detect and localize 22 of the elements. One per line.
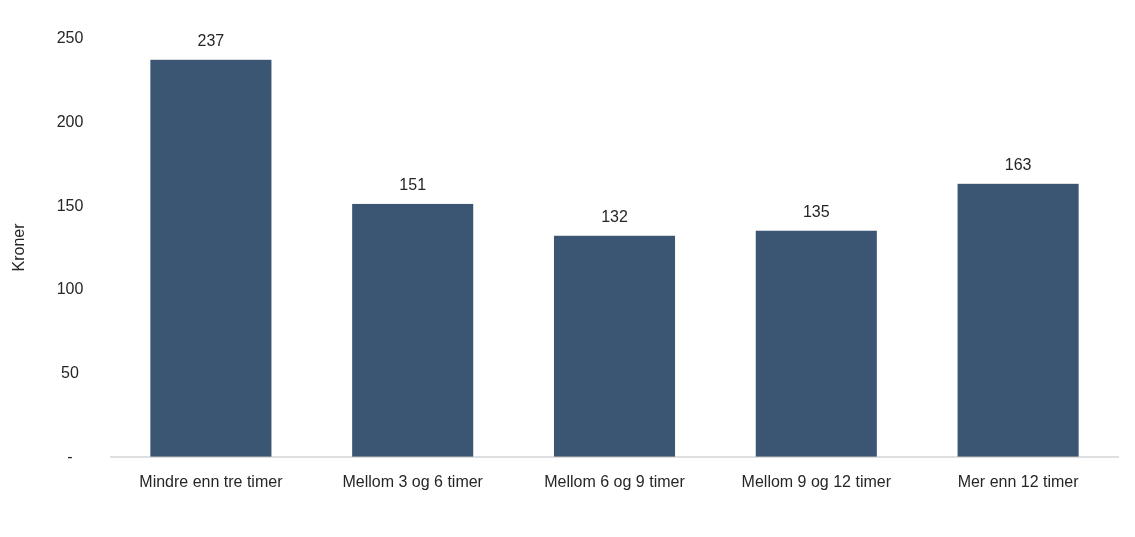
y-tick-label: 200 bbox=[56, 112, 84, 130]
data-label: 135 bbox=[802, 202, 830, 220]
y-tick-label: 250 bbox=[56, 29, 84, 46]
x-tick-label: Mer enn 12 timer bbox=[957, 473, 1080, 490]
y-tick-label: 50 bbox=[61, 364, 79, 382]
bar bbox=[352, 203, 474, 457]
y-tick-label: 150 bbox=[56, 196, 84, 214]
x-tick-label: Mindre enn tre timer bbox=[139, 473, 284, 490]
x-tick-label: Mellom 6 og 9 timer bbox=[544, 473, 686, 490]
bar bbox=[957, 183, 1079, 457]
y-tick-label: 100 bbox=[56, 280, 84, 298]
data-label: 163 bbox=[1004, 155, 1032, 173]
bar bbox=[150, 59, 272, 457]
data-label: 132 bbox=[601, 207, 628, 225]
bar bbox=[553, 235, 676, 457]
y-tick-label: - bbox=[67, 448, 73, 465]
bar bbox=[755, 230, 877, 457]
data-label: 151 bbox=[399, 175, 427, 193]
data-label: 237 bbox=[197, 31, 225, 49]
x-tick-label: Mellom 3 og 6 timer bbox=[342, 473, 484, 490]
y-axis-title: Kroner bbox=[10, 222, 27, 272]
x-tick-label: Mellom 9 og 12 timer bbox=[741, 473, 892, 490]
